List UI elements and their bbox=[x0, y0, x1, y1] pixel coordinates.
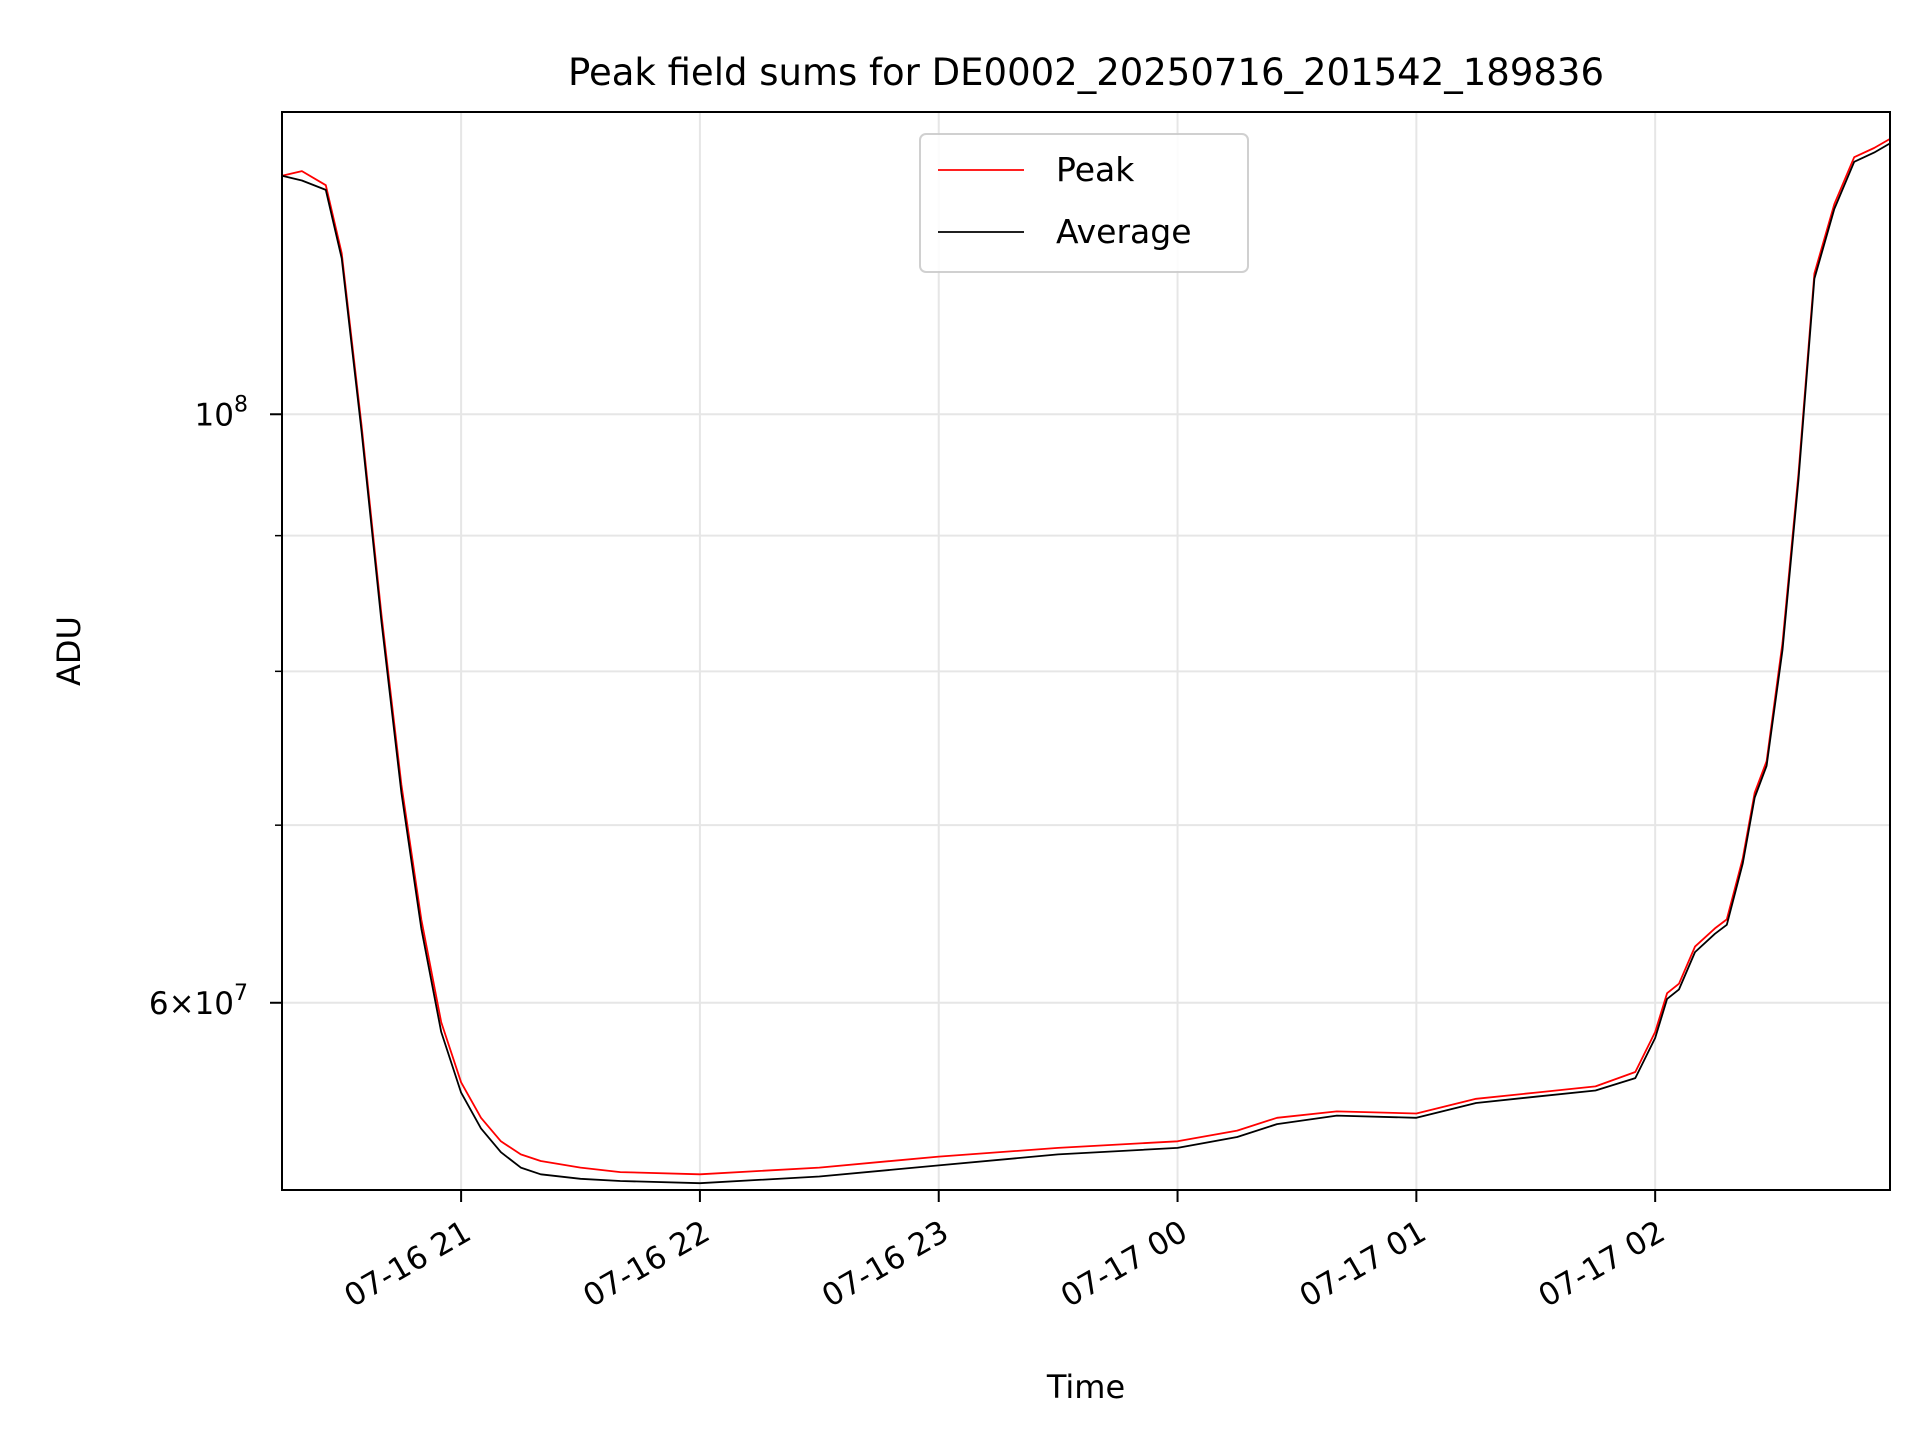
y-axis-label: ADU bbox=[50, 616, 88, 686]
x-tick-label: 07-16 22 bbox=[577, 1214, 716, 1315]
legend-label: Peak bbox=[1056, 150, 1135, 189]
x-tick-label: 07-17 02 bbox=[1532, 1214, 1671, 1315]
y-axis-ticks: 108 6×107 bbox=[149, 392, 282, 1022]
series-line-average bbox=[281, 142, 1891, 1185]
series-layer bbox=[281, 138, 1891, 1185]
legend-label: Average bbox=[1056, 212, 1192, 251]
x-tick-label: 07-17 01 bbox=[1294, 1214, 1433, 1315]
plot-frame bbox=[281, 111, 1891, 1191]
y-tick-exponent: 8 bbox=[234, 392, 248, 417]
x-tick-label: 07-16 23 bbox=[816, 1214, 955, 1315]
series-line-peak bbox=[281, 138, 1891, 1176]
y-tick-label: 108 bbox=[195, 392, 248, 433]
x-axis-label: Time bbox=[1046, 1368, 1125, 1406]
y-tick-exponent: 7 bbox=[234, 981, 248, 1006]
legend: Peak Average bbox=[919, 133, 1249, 273]
legend-box bbox=[919, 133, 1249, 273]
x-axis-ticks: 07-16 21 07-16 22 07-16 23 07-17 00 07-17 01… bbox=[338, 1190, 1671, 1315]
x-tick-label: 07-17 00 bbox=[1055, 1214, 1194, 1315]
x-tick-label: 07-16 21 bbox=[338, 1214, 477, 1315]
y-tick-label: 6×107 bbox=[149, 981, 248, 1022]
grid-lines bbox=[282, 112, 1890, 1190]
chart-title: Peak field sums for DE0002_20250716_2015… bbox=[568, 51, 1604, 94]
